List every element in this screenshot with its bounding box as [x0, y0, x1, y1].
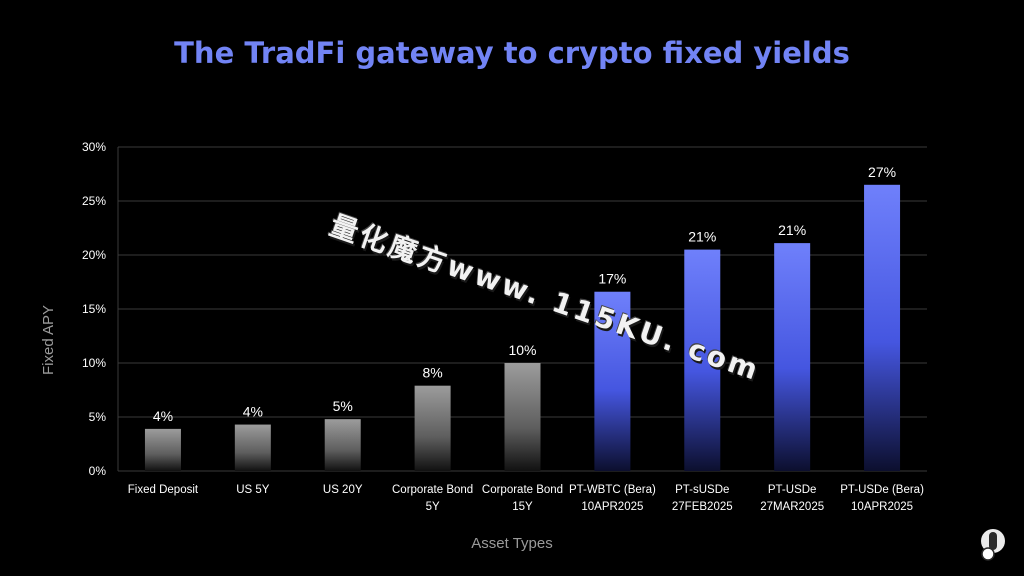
bar: [774, 243, 811, 471]
y-tick-label: 10%: [82, 356, 106, 370]
x-tick-label: 27FEB2025: [672, 501, 733, 513]
x-tick-label: 5Y: [426, 501, 440, 513]
x-tick-label: US 5Y: [236, 484, 270, 496]
y-tick-label: 25%: [82, 194, 106, 208]
y-axis-label: Fixed APY: [40, 305, 57, 375]
x-tick-label: PT-sUSDe: [675, 484, 729, 496]
x-tick-label: PT-USDe: [768, 484, 817, 496]
x-tick-label: 10APR2025: [851, 501, 913, 513]
x-tick-label: 10APR2025: [581, 501, 643, 513]
bar: [324, 419, 361, 471]
axes: 0% 5% 10% 15% 20% 25% 30% Fixed Deposit US 5Y US …: [82, 140, 924, 513]
x-tick-label: 15Y: [512, 501, 533, 513]
bar: [594, 291, 631, 471]
bar: [864, 184, 901, 472]
bar: [684, 249, 721, 471]
x-tick-label: PT-USDe (Bera): [840, 484, 924, 496]
bar: [144, 428, 181, 471]
y-tick-label: 0%: [89, 464, 107, 478]
y-tick-label: 20%: [82, 248, 106, 262]
data-label: 4%: [243, 404, 263, 420]
data-label: 5%: [333, 398, 353, 414]
data-label: 21%: [688, 229, 716, 245]
bars: [144, 184, 901, 472]
chart-title: The TradFi gateway to crypto fixed yield…: [174, 36, 850, 70]
data-label: 4%: [153, 408, 173, 424]
y-tick-label: 30%: [82, 140, 106, 154]
x-tick-label: 27MAR2025: [760, 501, 824, 513]
data-label: 17%: [598, 271, 626, 287]
bar: [504, 363, 541, 471]
data-label: 10%: [508, 342, 536, 358]
x-tick-label: Corporate Bond: [482, 484, 563, 496]
x-tick-label: US 20Y: [323, 484, 363, 496]
bar: [234, 424, 271, 471]
y-tick-label: 15%: [82, 302, 106, 316]
data-label: 21%: [778, 222, 806, 238]
data-label: 8%: [422, 365, 442, 381]
x-tick-label: Fixed Deposit: [128, 484, 199, 496]
data-label: 27%: [868, 164, 896, 180]
x-tick-label: PT-WBTC (Bera): [569, 484, 656, 496]
x-axis-label: Asset Types: [471, 535, 552, 552]
y-tick-label: 5%: [89, 410, 107, 424]
x-tick-label: Corporate Bond: [392, 484, 473, 496]
toggle-icon[interactable]: [980, 528, 1006, 562]
data-labels: 4% 4% 5% 8% 10% 17% 21% 21% 27%: [153, 164, 896, 424]
bar: [414, 385, 451, 471]
